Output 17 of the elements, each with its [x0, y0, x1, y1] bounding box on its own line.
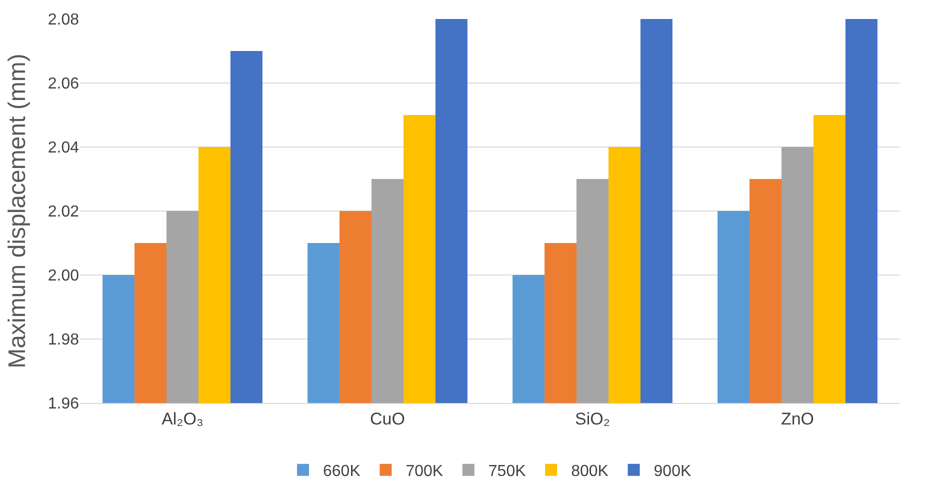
- legend-label: 700K: [406, 463, 444, 480]
- y-tick-label: 1.96: [48, 396, 80, 413]
- y-tick-label: 1.98: [48, 332, 80, 349]
- y-tick-label: 2.04: [48, 140, 80, 157]
- legend-label: 750K: [488, 463, 526, 480]
- y-tick-label: 2.02: [48, 204, 80, 221]
- legend-label: 800K: [571, 463, 609, 480]
- y-tick-label: 2.06: [48, 76, 80, 93]
- y-tick-label: 2.08: [48, 12, 80, 29]
- x-tick-label: CuO: [370, 409, 405, 428]
- x-tick-label: ZnO: [780, 409, 814, 428]
- legend-label: 900K: [654, 463, 692, 480]
- x-tick-label: SiO₂: [575, 409, 610, 428]
- y-axis-title: Maximum displacement (mm): [4, 54, 31, 368]
- x-tick-label: Al₂O₃: [162, 409, 204, 428]
- legend-label: 660K: [323, 463, 361, 480]
- y-tick-label: 2.00: [48, 268, 80, 285]
